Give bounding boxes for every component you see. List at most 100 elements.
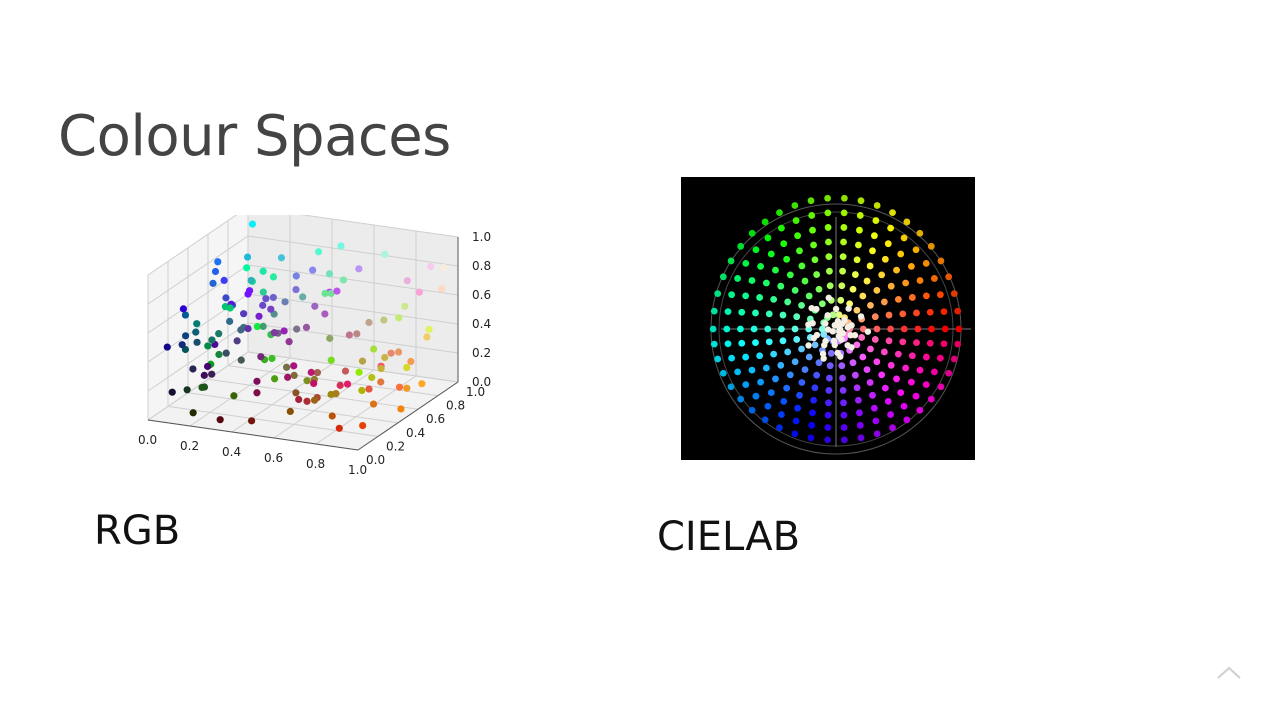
rgb-point xyxy=(381,250,389,258)
lab-point xyxy=(926,308,934,316)
lab-point xyxy=(954,307,962,315)
y-tick-label: 0.0 xyxy=(366,453,385,467)
lab-point xyxy=(840,238,847,246)
rgb-point xyxy=(222,294,230,302)
lab-point xyxy=(810,396,817,404)
lab-point xyxy=(778,224,785,232)
lab-point xyxy=(710,340,718,348)
lab-point xyxy=(887,325,894,333)
lab-point xyxy=(765,310,773,318)
lab-point xyxy=(859,353,867,361)
rgb-point xyxy=(192,328,200,336)
lab-point xyxy=(824,424,832,431)
rgb-point xyxy=(335,424,343,432)
rgb-point xyxy=(237,356,245,364)
rgb-point xyxy=(292,389,300,397)
lab-point xyxy=(936,291,944,299)
lab-point xyxy=(783,255,791,263)
rgb-point xyxy=(327,289,335,298)
lab-point xyxy=(867,345,874,353)
lab-point xyxy=(811,256,819,264)
lab-point xyxy=(762,279,770,287)
lab-point xyxy=(791,358,799,366)
rgb-point xyxy=(277,254,286,262)
rgb-point xyxy=(269,293,277,302)
rgb-point xyxy=(204,362,212,371)
lab-point xyxy=(853,256,861,264)
lab-point xyxy=(873,430,881,438)
lab-point xyxy=(863,277,871,285)
lab-point xyxy=(748,277,756,284)
lab-point xyxy=(853,341,861,349)
rgb-point xyxy=(253,377,261,385)
rgb-point xyxy=(403,277,411,285)
lab-point xyxy=(839,374,846,382)
lab-point xyxy=(810,241,817,249)
rgb-point xyxy=(200,371,208,379)
rgb-point xyxy=(208,370,216,378)
lab-point xyxy=(761,416,769,424)
rgb-point xyxy=(332,389,340,398)
rgb-point xyxy=(365,385,373,393)
rgb-point xyxy=(284,373,292,381)
rgb-point xyxy=(438,285,446,293)
lab-point xyxy=(738,339,746,347)
lab-point xyxy=(798,379,806,386)
rgb-point xyxy=(355,265,363,273)
rgb-point xyxy=(200,383,209,391)
lab-point xyxy=(912,392,920,400)
lab-point xyxy=(737,395,745,403)
rgb-point xyxy=(222,349,230,357)
lab-point xyxy=(776,424,783,432)
rgb-point xyxy=(270,329,278,337)
lab-point xyxy=(840,194,848,202)
lab-point xyxy=(839,253,847,260)
lab-point xyxy=(742,292,750,300)
lab-point xyxy=(916,366,924,374)
lab-point xyxy=(897,389,905,397)
rgb-point xyxy=(230,392,238,400)
rgb-point xyxy=(271,375,279,383)
lab-point xyxy=(714,290,722,298)
lab-point xyxy=(830,337,838,345)
lab-point xyxy=(954,340,962,348)
lab-point xyxy=(798,262,806,270)
rgb-point xyxy=(339,276,347,284)
lab-point xyxy=(808,212,816,219)
lab-point xyxy=(728,354,736,362)
rgb-point xyxy=(425,325,433,334)
lab-point xyxy=(894,350,902,358)
lab-point xyxy=(724,308,732,316)
lab-point xyxy=(808,421,816,429)
lab-point xyxy=(794,232,802,240)
lab-point xyxy=(941,325,949,333)
lab-point xyxy=(887,411,894,418)
lab-point xyxy=(908,262,915,270)
lab-point xyxy=(824,326,832,333)
lab-point xyxy=(824,411,832,419)
lab-point xyxy=(916,277,924,284)
lab-point xyxy=(727,257,735,265)
lab-point xyxy=(837,296,845,304)
z-tick-label: 1.0 xyxy=(472,230,491,244)
rgb-point xyxy=(240,310,248,318)
rgb-point xyxy=(440,263,448,272)
chevron-up-icon xyxy=(1217,666,1241,679)
lab-point xyxy=(950,290,958,298)
lab-point xyxy=(719,273,727,281)
lab-point xyxy=(819,350,827,358)
lab-point xyxy=(756,352,764,360)
slide-title: Colour Spaces xyxy=(58,104,451,169)
lab-point xyxy=(813,271,821,278)
lab-point xyxy=(762,364,770,372)
scroll-to-top-button[interactable] xyxy=(1214,660,1244,684)
lab-point xyxy=(805,342,812,349)
rgb-point xyxy=(233,337,241,345)
lab-point xyxy=(913,339,920,347)
rgb-point xyxy=(243,253,252,261)
x-tick-label: 0.8 xyxy=(306,457,325,471)
rgb-point xyxy=(209,279,217,287)
rgb-point xyxy=(359,421,367,430)
z-tick-label: 0.8 xyxy=(472,259,491,273)
lab-point xyxy=(822,337,829,345)
